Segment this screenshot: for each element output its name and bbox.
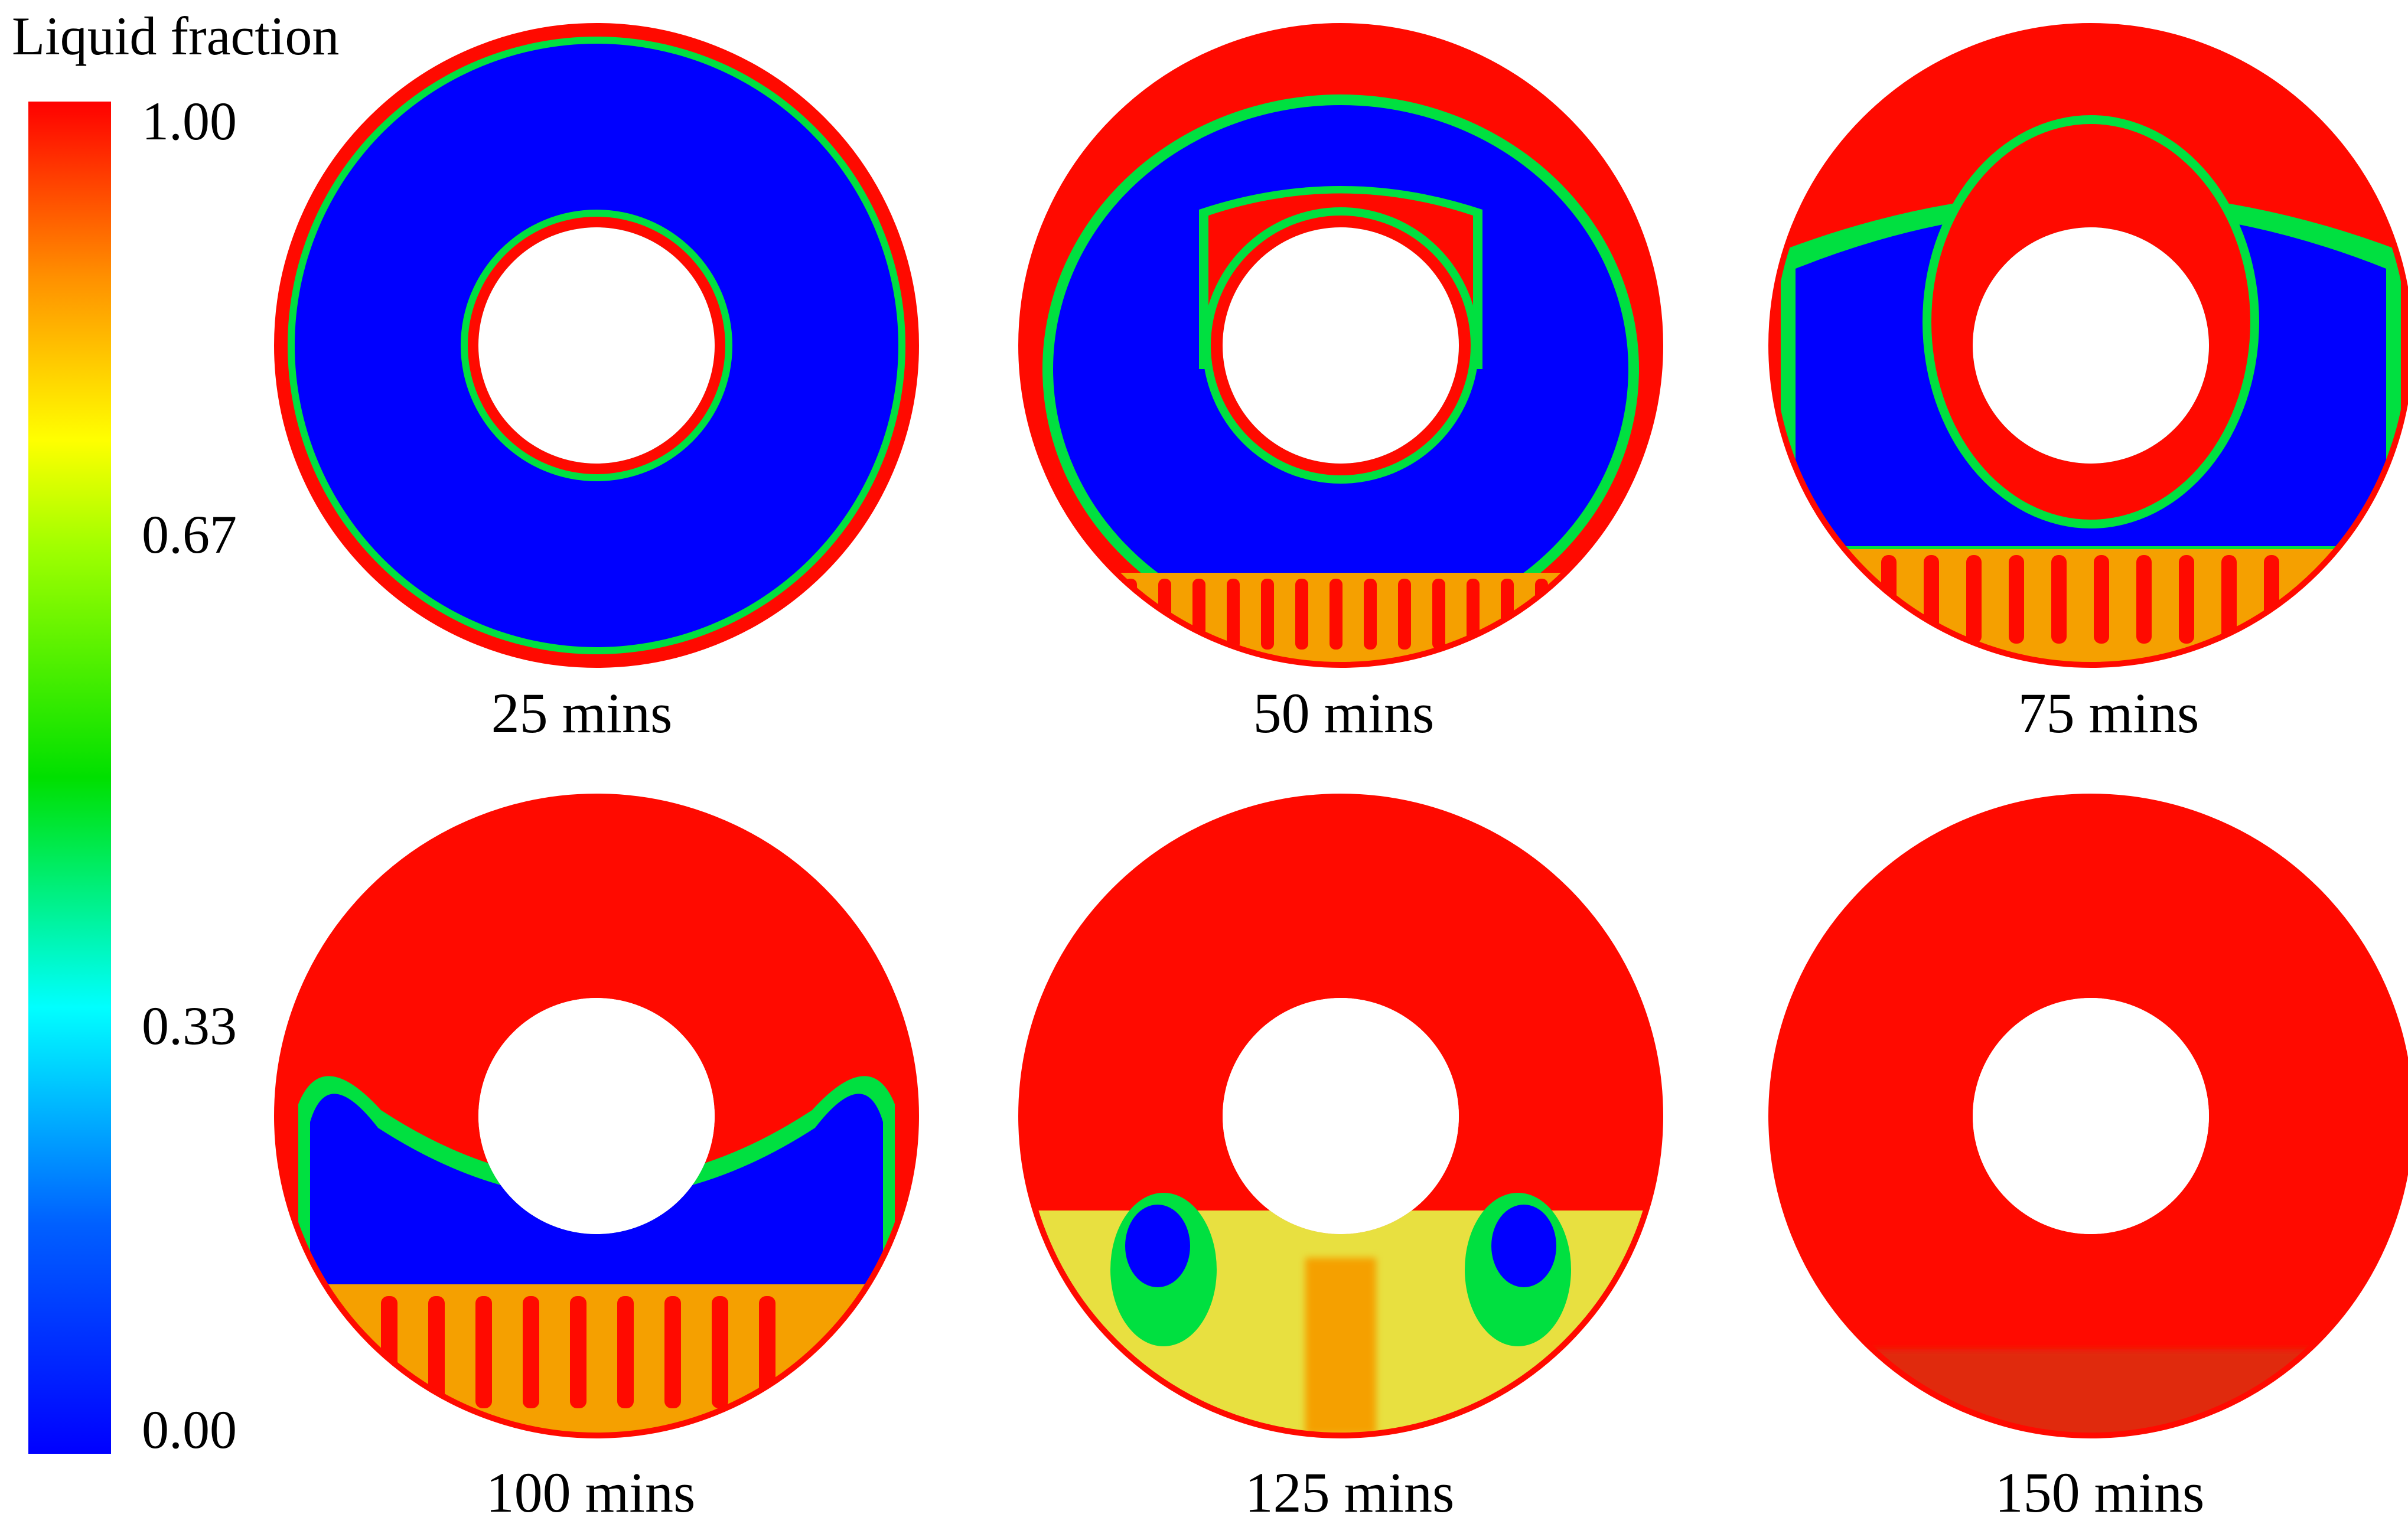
convection-cell [1432,579,1445,650]
convection-cell [428,1296,445,1408]
panel-6: 150 mins [1768,794,2408,1524]
mushy-zone [1769,1349,2408,1438]
convection-cell [2221,555,2237,644]
convection-cell [523,1296,539,1408]
colorbar: Liquid fraction 1.00 0.67 0.33 0.00 [12,6,339,1460]
convection-cell [1090,579,1103,650]
convection-cell [1330,579,1343,650]
convection-cell [1924,555,1939,644]
inner-tube [478,998,715,1234]
mushy-plume [1305,1258,1376,1435]
convection-cell [1192,579,1205,650]
colorbar-tick-100: 1.00 [142,91,237,151]
convection-cell [617,1296,634,1408]
solid-region [310,1094,883,1293]
panel-time-label: 50 mins [1253,681,1435,745]
panels: 25 mins 50 mins 75 mins 100 mins 125 mins 150… [274,23,2408,1524]
panel-4: 100 mins [274,794,919,1524]
solid-remnant [1125,1205,1190,1287]
convection-cell [2136,555,2152,644]
convection-cell [1295,579,1308,650]
inner-tube [1973,227,2209,464]
outer-wall [1018,794,1663,1438]
mushy-zone [275,1284,918,1438]
convection-cell [2264,555,2279,644]
colorbar-tick-000: 0.00 [142,1399,237,1460]
convection-cell [2009,555,2024,644]
convection-cell [2179,555,2194,644]
convection-cell [475,1296,492,1408]
mushy-zone [1769,549,2408,667]
convection-cell [1227,579,1240,650]
outer-wall [274,794,919,1438]
panel-5: 125 mins [1018,794,1663,1524]
panel-3: 75 mins [1768,23,2408,745]
colorbar-tick-067: 0.67 [142,504,237,565]
convection-cell [1398,579,1411,650]
outer-wall [274,23,919,668]
panel-time-label: 75 mins [2018,681,2200,745]
outer-wall [1768,794,2408,1438]
solid-remnant [1491,1205,1556,1287]
panel-time-label: 125 mins [1245,1461,1455,1524]
convection-cell [1966,555,1982,644]
inner-tube [478,227,715,464]
panel-1: 25 mins [274,23,919,745]
convection-cell [712,1296,728,1408]
colorbar-title: Liquid fraction [12,6,339,66]
colorbar-tick-033: 0.33 [142,996,237,1056]
convection-cell [1364,579,1377,650]
panel-time-label: 25 mins [491,681,673,745]
inner-tube [1973,998,2209,1234]
outer-wall [1768,23,2408,668]
convection-cell [2094,555,2109,644]
inner-tube [1223,998,1459,1234]
inner-tube [1223,227,1459,464]
outer-wall [1018,23,1663,668]
panel-time-label: 100 mins [486,1461,696,1524]
convection-cell [2051,555,2067,644]
convection-cell [1261,579,1274,650]
convection-cell [570,1296,586,1408]
panel-time-label: 150 mins [1995,1461,2205,1524]
panel-2: 50 mins [1018,23,1663,745]
colorbar-gradient [28,102,111,1454]
convection-cell [664,1296,681,1408]
